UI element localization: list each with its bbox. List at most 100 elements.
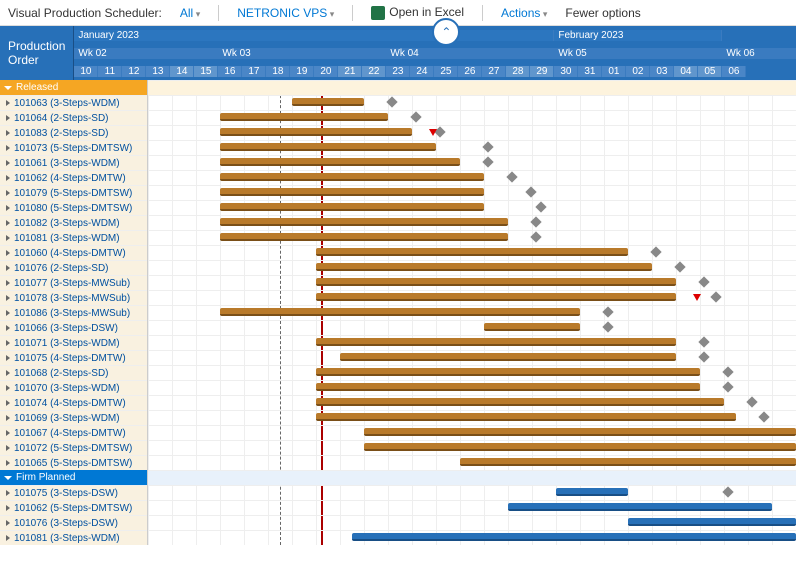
order-row[interactable]: 101062 (4-Steps-DMTW) xyxy=(0,170,147,185)
day-cell: 27 xyxy=(482,66,506,77)
week-cell: Wk 04 xyxy=(386,48,554,59)
collapse-circle-icon[interactable]: ⌃ xyxy=(432,18,460,46)
gantt-bar[interactable] xyxy=(316,248,628,256)
order-row[interactable]: 101076 (3-Steps-DSW) xyxy=(0,515,147,530)
order-row[interactable]: 101083 (2-Steps-SD) xyxy=(0,125,147,140)
gantt-bar[interactable] xyxy=(556,488,628,496)
gantt-bar[interactable] xyxy=(364,443,796,451)
gantt-bar[interactable] xyxy=(220,158,460,166)
gantt-header: Production Order ⌃ January 2023February … xyxy=(0,26,796,80)
month-cell: February 2023 xyxy=(554,30,722,41)
gantt-bar[interactable] xyxy=(220,188,484,196)
gantt-bar[interactable] xyxy=(316,278,676,286)
group-header-firm[interactable]: Firm Planned xyxy=(0,470,147,485)
day-cell: 25 xyxy=(434,66,458,77)
fewer-options-button[interactable]: Fewer options xyxy=(565,6,640,20)
order-row[interactable]: 101075 (4-Steps-DMTW) xyxy=(0,350,147,365)
order-row[interactable]: 101063 (3-Steps-WDM) xyxy=(0,95,147,110)
day-cell: 30 xyxy=(554,66,578,77)
order-row[interactable]: 101067 (4-Steps-DMTW) xyxy=(0,425,147,440)
week-cell: Wk 03 xyxy=(218,48,386,59)
order-row[interactable]: 101064 (2-Steps-SD) xyxy=(0,110,147,125)
gantt-bar[interactable] xyxy=(316,413,736,421)
month-cell: January 2023 xyxy=(74,30,554,41)
day-cell: 19 xyxy=(290,66,314,77)
order-row[interactable]: 101074 (4-Steps-DMTW) xyxy=(0,395,147,410)
gantt-bar[interactable] xyxy=(340,353,676,361)
day-cell: 24 xyxy=(410,66,434,77)
order-sidebar: Released101063 (3-Steps-WDM)101064 (2-St… xyxy=(0,80,148,545)
weeks-row: Wk 02Wk 03Wk 04Wk 05Wk 06 xyxy=(74,44,796,62)
day-cell: 06 xyxy=(722,66,746,77)
gantt-bar[interactable] xyxy=(316,368,700,376)
order-row[interactable]: 101061 (3-Steps-WDM) xyxy=(0,155,147,170)
gantt-bar[interactable] xyxy=(508,503,772,511)
order-row[interactable]: 101073 (5-Steps-DMTSW) xyxy=(0,140,147,155)
day-cell: 22 xyxy=(362,66,386,77)
gantt-bar[interactable] xyxy=(316,293,676,301)
order-row[interactable]: 101080 (5-Steps-DMTSW) xyxy=(0,200,147,215)
gantt-bar[interactable] xyxy=(484,323,580,331)
gantt-bar[interactable] xyxy=(460,458,796,466)
gantt-bar[interactable] xyxy=(364,428,796,436)
order-row[interactable]: 101081 (3-Steps-WDM) xyxy=(0,230,147,245)
order-row[interactable]: 101076 (2-Steps-SD) xyxy=(0,260,147,275)
filter-dropdown[interactable]: All xyxy=(180,6,200,20)
order-row[interactable]: 101069 (3-Steps-WDM) xyxy=(0,410,147,425)
gantt-body: Released101063 (3-Steps-WDM)101064 (2-St… xyxy=(0,80,796,545)
gantt-bar[interactable] xyxy=(316,338,676,346)
gantt-bar[interactable] xyxy=(220,218,508,226)
actions-dropdown[interactable]: Actions xyxy=(501,6,547,20)
day-cell: 01 xyxy=(602,66,626,77)
gantt-bar[interactable] xyxy=(220,143,436,151)
gantt-bar[interactable] xyxy=(316,383,700,391)
order-row[interactable]: 101078 (3-Steps-MWSub) xyxy=(0,290,147,305)
day-cell: 10 xyxy=(74,66,98,77)
gantt-bar[interactable] xyxy=(220,173,484,181)
product-dropdown[interactable]: NETRONIC VPS xyxy=(237,6,334,20)
alert-marker xyxy=(693,294,701,301)
order-row[interactable]: 101065 (5-Steps-DMTSW) xyxy=(0,455,147,470)
gantt-bar[interactable] xyxy=(220,113,388,121)
gantt-bar[interactable] xyxy=(292,98,364,106)
toolbar-title: Visual Production Scheduler: xyxy=(8,6,162,20)
day-cell: 28 xyxy=(506,66,530,77)
order-row[interactable]: 101071 (3-Steps-WDM) xyxy=(0,335,147,350)
gantt-bar[interactable] xyxy=(220,308,580,316)
order-row[interactable]: 101068 (2-Steps-SD) xyxy=(0,365,147,380)
excel-icon xyxy=(371,6,385,20)
gantt-bar[interactable] xyxy=(352,533,796,541)
day-cell: 16 xyxy=(218,66,242,77)
order-row[interactable]: 101081 (3-Steps-WDM) xyxy=(0,530,147,545)
day-cell: 18 xyxy=(266,66,290,77)
day-cell: 02 xyxy=(626,66,650,77)
separator xyxy=(218,5,219,21)
order-row[interactable]: 101072 (5-Steps-DMTSW) xyxy=(0,440,147,455)
alert-marker xyxy=(429,129,437,136)
group-header-released[interactable]: Released xyxy=(0,80,147,95)
order-row[interactable]: 101066 (3-Steps-DSW) xyxy=(0,320,147,335)
order-row[interactable]: 101077 (3-Steps-MWSub) xyxy=(0,275,147,290)
order-row[interactable]: 101060 (4-Steps-DMTW) xyxy=(0,245,147,260)
gantt-chart xyxy=(148,80,796,545)
order-row[interactable]: 101070 (3-Steps-WDM) xyxy=(0,380,147,395)
timeline-header: ⌃ January 2023February 2023 Wk 02Wk 03Wk… xyxy=(74,26,796,80)
gantt-bar[interactable] xyxy=(220,203,484,211)
days-row: 1011121314151617181920212223242526272829… xyxy=(74,62,796,80)
gantt-bar[interactable] xyxy=(316,263,652,271)
order-row[interactable]: 101075 (3-Steps-DSW) xyxy=(0,485,147,500)
gantt-bar[interactable] xyxy=(628,518,796,526)
gantt-bar[interactable] xyxy=(220,233,508,241)
day-cell: 11 xyxy=(98,66,122,77)
day-cell: 17 xyxy=(242,66,266,77)
week-cell: Wk 02 xyxy=(74,48,218,59)
gantt-bar[interactable] xyxy=(316,398,724,406)
week-cell: Wk 06 xyxy=(722,48,796,59)
order-row[interactable]: 101086 (3-Steps-MWSub) xyxy=(0,305,147,320)
order-row[interactable]: 101082 (3-Steps-WDM) xyxy=(0,215,147,230)
gantt-bar[interactable] xyxy=(220,128,412,136)
order-row[interactable]: 101062 (5-Steps-DMTSW) xyxy=(0,500,147,515)
order-row[interactable]: 101079 (5-Steps-DMTSW) xyxy=(0,185,147,200)
day-cell: 26 xyxy=(458,66,482,77)
day-cell: 15 xyxy=(194,66,218,77)
